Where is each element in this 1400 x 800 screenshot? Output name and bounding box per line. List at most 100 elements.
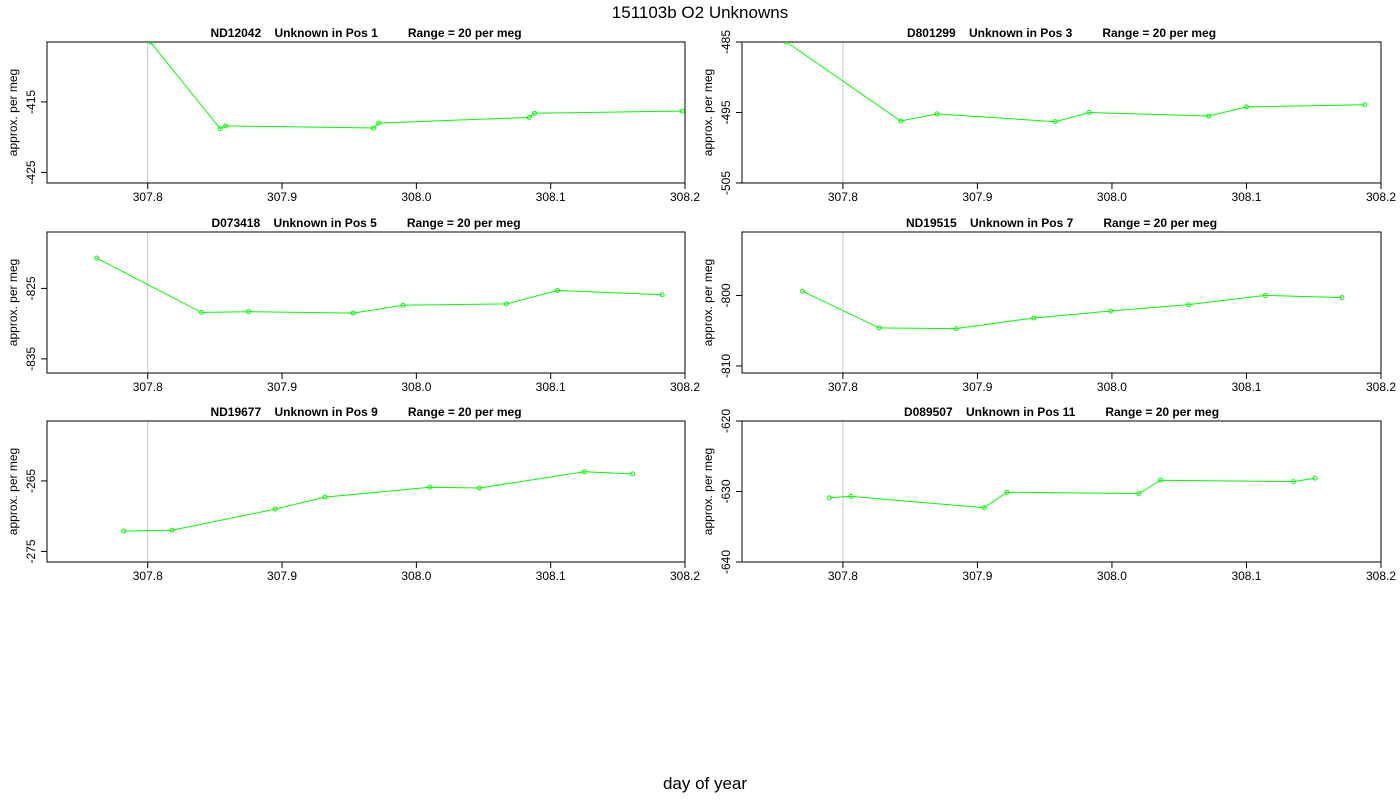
data-point [581,469,587,475]
y-tick-label: -275 [24,539,38,563]
series-line [786,42,1365,123]
series-line [829,477,1316,509]
y-axis-label: approx. per meg [6,69,20,156]
data-point [198,309,204,315]
data-point [1243,104,1249,110]
x-tick-label: 307.8 [828,569,858,583]
y-axis-label: approx. per meg [701,69,715,156]
data-point [1362,102,1368,108]
data-point [898,118,904,124]
y-axis-label: approx. per meg [701,448,715,535]
data-point [783,42,789,45]
x-tick-label: 308.0 [1097,569,1127,583]
x-tick-label: 308.0 [401,380,431,394]
x-tick-label: 308.1 [536,569,566,583]
x-tick-label: 308.0 [401,190,431,204]
x-tick-label: 308.2 [1366,190,1396,204]
data-point [476,485,482,491]
data-point [147,42,153,45]
x-tick-label: 308.1 [536,380,566,394]
data-point [630,471,636,477]
data-point [400,302,406,308]
data-point [1086,110,1092,115]
plot-frame [741,231,1382,374]
x-tick-label: 308.1 [1231,569,1261,583]
x-tick-label: 307.9 [267,569,297,583]
series-line [96,257,663,314]
y-tick-label: -425 [24,160,38,184]
x-tick-label: 307.9 [962,380,992,394]
plot-frame [46,420,686,563]
x-tick-label: 308.2 [1366,569,1396,583]
data-point [826,495,832,501]
x-tick-label: 308.2 [670,380,700,394]
data-point [934,111,940,117]
x-tick-label: 308.1 [1231,190,1261,204]
data-point [1291,479,1297,485]
x-tick-label: 308.0 [401,569,431,583]
x-tick-label: 307.8 [133,380,163,394]
y-tick-label: -825 [24,276,38,300]
x-tick-label: 308.0 [1097,380,1127,394]
data-point [953,326,959,332]
x-tick-label: 308.1 [536,190,566,204]
data-point [272,506,278,512]
x-tick-label: 308.1 [1231,380,1261,394]
x-tick-label: 308.2 [1366,380,1396,394]
panel-5: ND19677 Unknown in Pos 9 Range = 20 per … [6,405,700,583]
data-point [659,292,665,298]
panel-2: D801299 Unknown in Pos 3 Range = 20 per … [701,26,1396,204]
data-point [876,325,882,331]
panel-4: ND19515 Unknown in Pos 7 Range = 20 per … [701,216,1396,394]
data-point [532,110,538,116]
y-tick-label: -505 [719,171,733,195]
y-axis-label: approx. per meg [6,259,20,346]
y-tick-label: -835 [24,347,38,371]
data-point [1339,295,1345,301]
data-point [350,310,356,316]
y-tick-label: -620 [719,409,733,433]
data-point [1052,119,1058,125]
y-tick-label: -265 [24,469,38,493]
data-point [1157,477,1163,483]
y-axis-label: approx. per meg [701,259,715,346]
data-point [848,493,854,499]
data-point [322,494,328,500]
panel-title: D801299 Unknown in Pos 3 Range = 20 per … [907,26,1216,40]
plot-frame [741,420,1382,563]
data-point [376,120,382,126]
data-point [1136,491,1142,497]
data-point [1108,308,1114,314]
plot-frame [46,231,686,374]
data-point [1004,489,1010,495]
plot-frame [741,41,1382,184]
panel-3: D073418 Unknown in Pos 5 Range = 20 per … [6,216,700,394]
panel-1: ND12042 Unknown in Pos 1 Range = 20 per … [6,26,700,204]
x-tick-label: 307.8 [828,380,858,394]
data-point [526,114,532,120]
x-tick-label: 308.2 [670,569,700,583]
data-point [169,527,175,533]
x-tick-label: 307.9 [267,380,297,394]
data-point [223,123,229,129]
data-point [1262,292,1268,298]
x-tick-label: 307.8 [133,569,163,583]
data-point [1312,475,1318,481]
panel-6: D089507 Unknown in Pos 11 Range = 20 per… [701,405,1396,583]
x-tick-label: 308.0 [1097,190,1127,204]
panel-title: ND19515 Unknown in Pos 7 Range = 20 per … [906,216,1217,230]
panel-title: ND19677 Unknown in Pos 9 Range = 20 per … [210,405,521,419]
x-tick-label: 307.8 [828,190,858,204]
y-tick-label: -415 [24,90,38,114]
data-point [1031,315,1037,321]
data-point [217,126,223,132]
data-point [94,255,100,261]
y-axis-label: approx. per meg [6,448,20,535]
series-line [150,42,683,130]
figure-title: 151103b O2 Unknowns [611,3,789,22]
y-tick-label: -640 [719,550,733,574]
data-point [800,288,806,294]
data-point [1206,113,1212,119]
y-tick-label: -495 [719,100,733,124]
data-point [245,309,251,315]
